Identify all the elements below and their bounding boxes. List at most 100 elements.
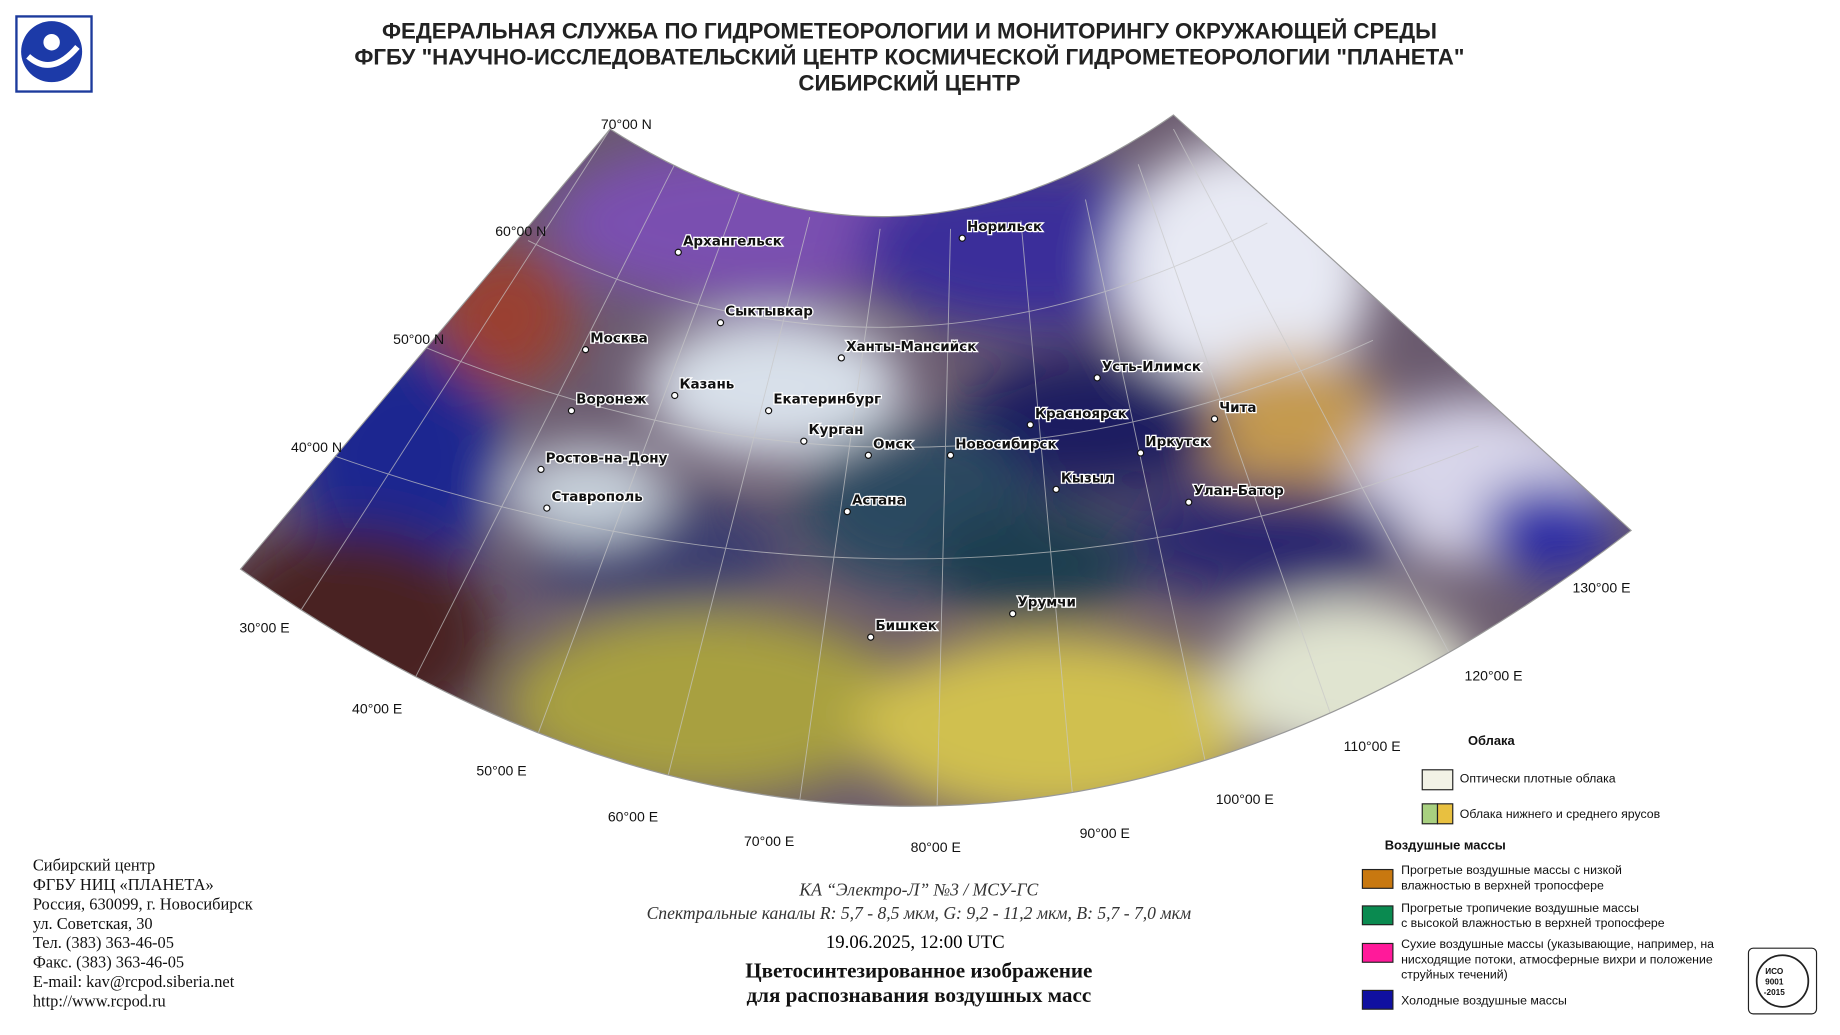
header-title: ФЕДЕРАЛЬНАЯ СЛУЖБА ПО ГИДРОМЕТЕОРОЛОГИИ … bbox=[382, 19, 1437, 44]
city-marker bbox=[946, 451, 955, 459]
city-label: Архангельск bbox=[683, 233, 782, 249]
contact-line: Факс. (383) 363-46-05 bbox=[33, 953, 184, 972]
city-label: Ставрополь bbox=[552, 489, 643, 505]
latitude-label: 70°00 N bbox=[601, 116, 652, 132]
legend-swatch bbox=[1361, 868, 1394, 889]
iso-badge: ИСО 9001 -2015 bbox=[1747, 947, 1818, 1015]
longitude-label: 80°00 E bbox=[911, 839, 961, 855]
city-marker bbox=[1136, 449, 1145, 457]
city-marker bbox=[1185, 498, 1193, 506]
longitude-label: 70°00 E bbox=[744, 833, 794, 849]
city-marker bbox=[1210, 415, 1219, 423]
legend-heading: Облака bbox=[1468, 733, 1515, 748]
city-label: Курган bbox=[809, 422, 864, 438]
city-label: Иркутск bbox=[1145, 434, 1209, 450]
iso-text: 9001 bbox=[1765, 978, 1784, 987]
city-marker bbox=[1009, 610, 1017, 618]
legend-label: Прогретые тропичекие воздушные массы bbox=[1401, 901, 1639, 915]
city-label: Новосибирск bbox=[955, 436, 1056, 452]
caption-datetime: 19.06.2025, 12:00 UTC bbox=[826, 932, 1005, 953]
city-label: Кызыл bbox=[1061, 470, 1114, 486]
legend-swatch bbox=[1361, 905, 1394, 926]
legend-swatch bbox=[1361, 989, 1394, 1010]
map-frame bbox=[239, 114, 1633, 807]
city-marker bbox=[671, 391, 679, 400]
longitude-label: 40°00 E bbox=[352, 700, 402, 716]
city-label: Казань bbox=[679, 376, 734, 392]
city-marker bbox=[837, 354, 846, 362]
longitude-label: 120°00 E bbox=[1464, 668, 1522, 684]
city-label: Норильск bbox=[967, 219, 1042, 235]
longitude-label: 60°00 E bbox=[608, 808, 658, 824]
contact-line: Сибирский центр bbox=[33, 856, 155, 875]
city-marker bbox=[581, 346, 590, 354]
legend-label: Прогретые воздушные массы с низкой bbox=[1401, 863, 1622, 877]
graticule bbox=[292, 128, 1479, 807]
legend-label: Оптически плотные облака bbox=[1460, 772, 1616, 786]
contact-line: ул. Советская, 30 bbox=[33, 914, 153, 933]
city-label: Улан-Батор bbox=[1193, 483, 1284, 499]
city-label: Красноярск bbox=[1035, 406, 1127, 422]
coordinates: 70°00 N 60°00 N 50°00 N 40°00 N 30°00 E … bbox=[239, 116, 1630, 855]
city-label: Москва bbox=[590, 331, 647, 347]
longitude-label: 50°00 E bbox=[476, 763, 526, 779]
city-marker bbox=[543, 504, 551, 512]
logo bbox=[15, 15, 93, 93]
city-label: Омск bbox=[873, 436, 913, 452]
longitude-label: 110°00 E bbox=[1344, 738, 1401, 754]
latitude-label: 40°00 N bbox=[291, 439, 342, 455]
iso-text: -2015 bbox=[1764, 988, 1785, 997]
city-marker bbox=[716, 319, 725, 327]
legend-label: Облака нижнего и среднего ярусов bbox=[1460, 807, 1660, 821]
legend-swatch bbox=[1421, 769, 1454, 791]
header-title: СИБИРСКИЙ ЦЕНТР bbox=[798, 70, 1020, 95]
legend-swatch bbox=[1436, 803, 1454, 825]
longitude-label: 130°00 E bbox=[1572, 580, 1630, 596]
legend: Облака Оптически плотные облака Облака н… bbox=[1361, 733, 1714, 1010]
city-label: Сыктывкар bbox=[725, 304, 813, 320]
longitude-label: 100°00 E bbox=[1216, 791, 1274, 807]
header-title: ФГБУ "НАУЧНО-ИССЛЕДОВАТЕЛЬСКИЙ ЦЕНТР КОС… bbox=[354, 45, 1464, 70]
city-marker bbox=[843, 507, 851, 516]
latitude-label: 50°00 N bbox=[393, 331, 444, 347]
city-marker bbox=[567, 407, 576, 415]
caption-channels: Спектральные каналы R: 5,7 - 8,5 мкм, G:… bbox=[647, 903, 1191, 923]
legend-label: струйных течений) bbox=[1401, 968, 1508, 982]
city-marker bbox=[764, 407, 773, 415]
legend-label: Холодные воздушные массы bbox=[1401, 993, 1567, 1007]
latitude-label: 60°00 N bbox=[495, 223, 546, 239]
city-label: Чита bbox=[1219, 400, 1256, 416]
city-marker bbox=[537, 465, 545, 474]
legend-label: нисходящие потоки, атмосферные вихри и п… bbox=[1401, 952, 1713, 966]
city-label: Воронеж bbox=[576, 392, 647, 408]
city-marker bbox=[1026, 421, 1034, 429]
contact-line: http://www.rcpod.ru bbox=[33, 991, 166, 1010]
caption-title: Цветосинтезированное изображение bbox=[745, 958, 1092, 982]
city-label: Ростов-на-Дону bbox=[546, 450, 668, 466]
caption-satellite: КА “Электро-Л” №3 / МСУ-ГС bbox=[798, 879, 1038, 899]
caption-title: для распознавания воздушных масс bbox=[746, 983, 1091, 1007]
city-marker bbox=[800, 437, 808, 445]
legend-swatch bbox=[1421, 803, 1439, 825]
city-label: Бишкек bbox=[875, 618, 937, 634]
satellite-image bbox=[240, 115, 1632, 807]
contact-line: ФГБУ НИЦ «ПЛАНЕТА» bbox=[33, 875, 214, 894]
legend-label: влажностью в верхней тропосфере bbox=[1401, 878, 1604, 892]
city-marker bbox=[1052, 485, 1060, 493]
city-marker bbox=[958, 234, 966, 242]
city-label: Екатеринбург bbox=[773, 392, 881, 408]
contact-line: Россия, 630099, г. Новосибирск bbox=[33, 894, 253, 913]
city-marker bbox=[674, 248, 682, 256]
city-label: Ханты-Мансийск bbox=[846, 339, 976, 355]
iso-text: ИСО bbox=[1765, 967, 1784, 976]
city-label: Усть-Илимск bbox=[1102, 359, 1201, 375]
city-marker bbox=[1093, 374, 1101, 382]
legend-label: Сухие воздушные массы (указывающие, напр… bbox=[1401, 937, 1714, 951]
longitude-label: 90°00 E bbox=[1080, 825, 1130, 841]
longitude-label: 30°00 E bbox=[239, 619, 289, 635]
city-label: Астана bbox=[852, 493, 906, 509]
city-label: Урумчи bbox=[1017, 595, 1076, 611]
